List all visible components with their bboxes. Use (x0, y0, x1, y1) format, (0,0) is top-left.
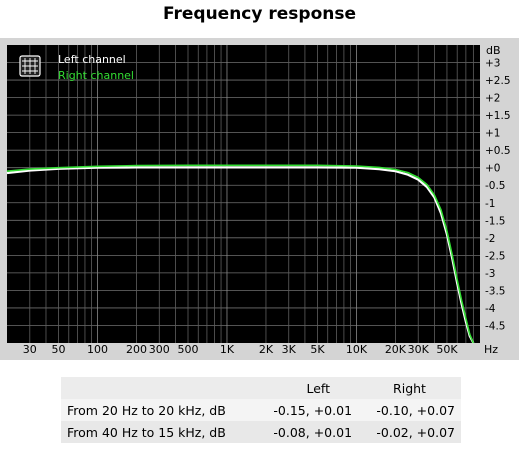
x-tick-label: 10K (346, 343, 368, 356)
x-tick-label: 1K (220, 343, 235, 356)
summary-row-label: From 20 Hz to 20 kHz, dB (61, 399, 256, 421)
summary-row-left: -0.08, +0.01 (255, 421, 359, 443)
summary-header-row: Left Right (61, 377, 461, 399)
y-tick-label: -1.5 (485, 215, 506, 227)
table-row: From 20 Hz to 20 kHz, dB -0.15, +0.01 -0… (61, 399, 461, 421)
frequency-response-chart: +3 +2.5 +2 +1.5 +1 +0.5 +0 -0.5 -1 -1.5 -2 -2.5 -3 -3… (0, 38, 519, 360)
x-tick-label: 30 (23, 343, 37, 356)
legend-left-channel: Left channel (58, 53, 126, 66)
chart-title: Frequency response (162, 4, 357, 24)
series-line-right-channel (6, 164, 475, 344)
x-tick-label: 20K (385, 343, 407, 356)
y-tick-label: -4.5 (485, 320, 506, 332)
y-tick-label: +2 (485, 93, 500, 105)
y-tick-label: +1.5 (485, 110, 511, 122)
x-tick-label: 200 (126, 343, 147, 356)
y-tick-label: -1 (485, 198, 495, 210)
y-tick-label: +1 (485, 128, 500, 140)
x-tick-label: 50K (436, 343, 458, 356)
y-tick-labels: +3 +2.5 +2 +1.5 +1 +0.5 +0 -0.5 -1 -1.5 -2 -2.5 -3 -3… (485, 58, 511, 333)
y-tick-label: -3 (485, 268, 495, 280)
x-tick-label: 300 (149, 343, 170, 356)
y-tick-label: +2.5 (485, 75, 511, 87)
legend: Left channel Right channel (19, 53, 134, 82)
y-tick-label: -4 (485, 303, 496, 315)
y-tick-label: -2.5 (485, 250, 506, 262)
x-tick-label: 2K (259, 343, 274, 356)
summary-header-left: Left (255, 377, 359, 399)
x-tick-label: 5K (310, 343, 325, 356)
summary-row-left: -0.15, +0.01 (255, 399, 359, 421)
y-tick-label: -0.5 (485, 180, 506, 192)
x-tick-label: 50 (52, 343, 66, 356)
x-unit-label: Hz (484, 343, 498, 356)
x-tick-label: 500 (177, 343, 198, 356)
summary-row-right: -0.02, +0.07 (358, 421, 461, 443)
x-tick-labels: 30 50 100 200 300 500 1K 2K 3K 5K 10K 20K 30K 50K (23, 343, 459, 356)
legend-right-channel: Right channel (58, 69, 134, 82)
y-unit-label: dB (486, 44, 501, 57)
series-layer (6, 164, 475, 344)
y-tick-label: +0 (485, 163, 500, 175)
plot-area (7, 45, 480, 343)
y-tick-label: -2 (485, 233, 495, 245)
summary-row-label: From 40 Hz to 15 kHz, dB (61, 421, 256, 443)
x-tick-label: 3K (282, 343, 297, 356)
table-row: From 40 Hz to 15 kHz, dB -0.08, +0.01 -0… (61, 421, 461, 443)
legend-grid-icon (19, 55, 41, 77)
y-tick-label: +3 (485, 58, 500, 70)
y-tick-label: -3.5 (485, 285, 506, 297)
summary-row-right: -0.10, +0.07 (358, 399, 461, 421)
x-tick-label: 30K (408, 343, 430, 356)
summary-table: Left Right From 20 Hz to 20 kHz, dB -0.1… (61, 377, 461, 443)
y-tick-label: +0.5 (485, 145, 511, 157)
summary-header-right: Right (358, 377, 461, 399)
summary-header-empty (61, 377, 256, 399)
x-tick-label: 100 (87, 343, 108, 356)
